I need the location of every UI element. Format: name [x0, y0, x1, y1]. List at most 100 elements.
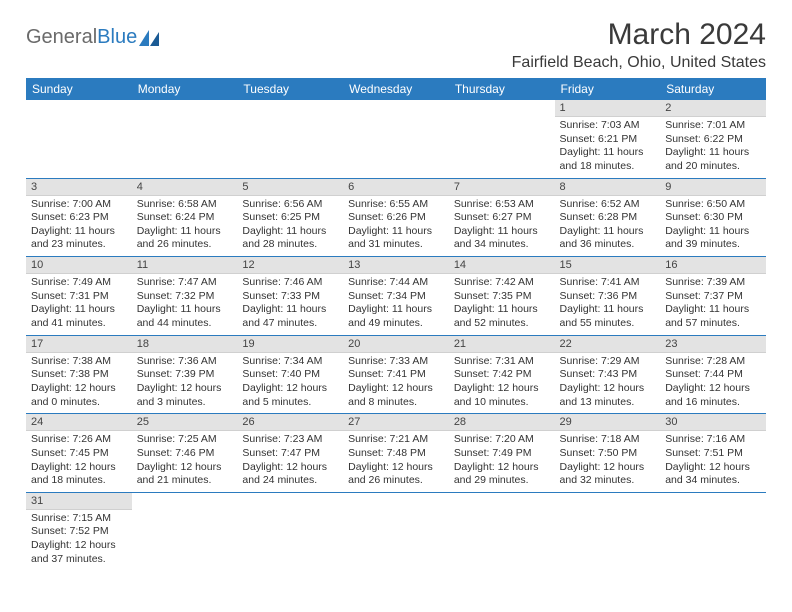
day-info: Sunrise: 7:42 AMSunset: 7:35 PMDaylight:…: [449, 274, 555, 335]
sunrise-value: 7:38 AM: [72, 355, 111, 367]
sunrise-label: Sunrise:: [348, 198, 389, 210]
weekday-header: Sunday: [26, 78, 132, 100]
calendar-cell: 9Sunrise: 6:50 AMSunset: 6:30 PMDaylight…: [660, 178, 766, 257]
calendar-cell: 20Sunrise: 7:33 AMSunset: 7:41 PMDayligh…: [343, 335, 449, 414]
weekday-header: Saturday: [660, 78, 766, 100]
sunset-value: 7:51 PM: [704, 447, 743, 459]
logo-sail-icon: [139, 30, 161, 46]
calendar-cell: 28Sunrise: 7:20 AMSunset: 7:49 PMDayligh…: [449, 414, 555, 493]
sunrise-value: 7:25 AM: [178, 433, 217, 445]
sunrise-value: 6:55 AM: [390, 198, 429, 210]
daylight-label: Daylight:: [242, 225, 286, 237]
sunrise-value: 7:23 AM: [284, 433, 323, 445]
day-info: Sunrise: 7:33 AMSunset: 7:41 PMDaylight:…: [343, 353, 449, 414]
calendar-cell: 24Sunrise: 7:26 AMSunset: 7:45 PMDayligh…: [26, 414, 132, 493]
calendar-body: 1Sunrise: 7:03 AMSunset: 6:21 PMDaylight…: [26, 100, 766, 570]
calendar-cell: 18Sunrise: 7:36 AMSunset: 7:39 PMDayligh…: [132, 335, 238, 414]
day-number: 19: [237, 336, 343, 353]
day-number: 28: [449, 414, 555, 431]
calendar-cell-empty: [237, 492, 343, 570]
sunrise-value: 6:58 AM: [178, 198, 217, 210]
day-number: 21: [449, 336, 555, 353]
sunset-value: 7:47 PM: [281, 447, 320, 459]
day-info: Sunrise: 7:41 AMSunset: 7:36 PMDaylight:…: [555, 274, 661, 335]
sunset-label: Sunset:: [348, 447, 387, 459]
daylight-label: Daylight:: [31, 303, 75, 315]
sunrise-label: Sunrise:: [560, 198, 601, 210]
calendar-cell: 31Sunrise: 7:15 AMSunset: 7:52 PMDayligh…: [26, 492, 132, 570]
sunrise-label: Sunrise:: [31, 433, 72, 445]
calendar-cell: 6Sunrise: 6:55 AMSunset: 6:26 PMDaylight…: [343, 178, 449, 257]
sunset-value: 7:50 PM: [598, 447, 637, 459]
daylight-label: Daylight:: [348, 461, 392, 473]
daylight-label: Daylight:: [560, 225, 604, 237]
daylight-label: Daylight:: [31, 382, 75, 394]
day-number: 4: [132, 179, 238, 196]
day-info: Sunrise: 7:20 AMSunset: 7:49 PMDaylight:…: [449, 431, 555, 492]
day-number: 9: [660, 179, 766, 196]
day-number: 5: [237, 179, 343, 196]
sunset-label: Sunset:: [560, 368, 599, 380]
sunset-label: Sunset:: [665, 133, 704, 145]
calendar-cell-empty: [343, 100, 449, 178]
daylight-label: Daylight:: [242, 303, 286, 315]
sunset-label: Sunset:: [242, 211, 281, 223]
weekday-header: Monday: [132, 78, 238, 100]
daylight-label: Daylight:: [348, 382, 392, 394]
day-info: Sunrise: 7:15 AMSunset: 7:52 PMDaylight:…: [26, 510, 132, 571]
sunset-value: 6:21 PM: [598, 133, 637, 145]
day-number: 24: [26, 414, 132, 431]
sunrise-label: Sunrise:: [665, 119, 706, 131]
sunset-label: Sunset:: [454, 368, 493, 380]
sunset-value: 7:35 PM: [492, 290, 531, 302]
calendar-cell: 2Sunrise: 7:01 AMSunset: 6:22 PMDaylight…: [660, 100, 766, 178]
sunset-label: Sunset:: [31, 290, 70, 302]
day-info: Sunrise: 7:46 AMSunset: 7:33 PMDaylight:…: [237, 274, 343, 335]
day-number: 6: [343, 179, 449, 196]
sunrise-label: Sunrise:: [454, 198, 495, 210]
sunrise-value: 7:46 AM: [284, 276, 323, 288]
day-number: 27: [343, 414, 449, 431]
sunset-label: Sunset:: [31, 525, 70, 537]
day-number: 14: [449, 257, 555, 274]
sunset-label: Sunset:: [137, 211, 176, 223]
sunrise-label: Sunrise:: [31, 198, 72, 210]
sunrise-label: Sunrise:: [560, 433, 601, 445]
sunset-label: Sunset:: [560, 211, 599, 223]
day-number: 1: [555, 100, 661, 117]
sunset-label: Sunset:: [348, 368, 387, 380]
day-number: 31: [26, 493, 132, 510]
daylight-label: Daylight:: [665, 461, 709, 473]
header: GeneralBlue March 2024 Fairfield Beach, …: [26, 18, 766, 72]
daylight-label: Daylight:: [137, 461, 181, 473]
sunrise-label: Sunrise:: [348, 276, 389, 288]
sunset-value: 7:39 PM: [175, 368, 214, 380]
sunrise-label: Sunrise:: [137, 276, 178, 288]
sunrise-value: 7:34 AM: [284, 355, 323, 367]
sunset-label: Sunset:: [454, 290, 493, 302]
day-number: 8: [555, 179, 661, 196]
day-info: Sunrise: 7:47 AMSunset: 7:32 PMDaylight:…: [132, 274, 238, 335]
daylight-label: Daylight:: [348, 225, 392, 237]
day-info: Sunrise: 7:26 AMSunset: 7:45 PMDaylight:…: [26, 431, 132, 492]
day-info: Sunrise: 6:50 AMSunset: 6:30 PMDaylight:…: [660, 196, 766, 257]
sunrise-label: Sunrise:: [560, 355, 601, 367]
daylight-label: Daylight:: [560, 382, 604, 394]
sunrise-label: Sunrise:: [665, 433, 706, 445]
sunset-label: Sunset:: [31, 211, 70, 223]
sunrise-label: Sunrise:: [137, 433, 178, 445]
day-info: Sunrise: 7:36 AMSunset: 7:39 PMDaylight:…: [132, 353, 238, 414]
sunrise-label: Sunrise:: [242, 433, 283, 445]
logo: GeneralBlue: [26, 18, 161, 49]
sunset-label: Sunset:: [137, 447, 176, 459]
calendar-cell: 17Sunrise: 7:38 AMSunset: 7:38 PMDayligh…: [26, 335, 132, 414]
day-number: 10: [26, 257, 132, 274]
daylight-label: Daylight:: [665, 146, 709, 158]
sunrise-value: 7:21 AM: [390, 433, 429, 445]
daylight-label: Daylight:: [665, 225, 709, 237]
day-number: 7: [449, 179, 555, 196]
sunset-value: 7:31 PM: [70, 290, 109, 302]
day-info: Sunrise: 7:39 AMSunset: 7:37 PMDaylight:…: [660, 274, 766, 335]
day-number: 22: [555, 336, 661, 353]
sunset-label: Sunset:: [348, 211, 387, 223]
